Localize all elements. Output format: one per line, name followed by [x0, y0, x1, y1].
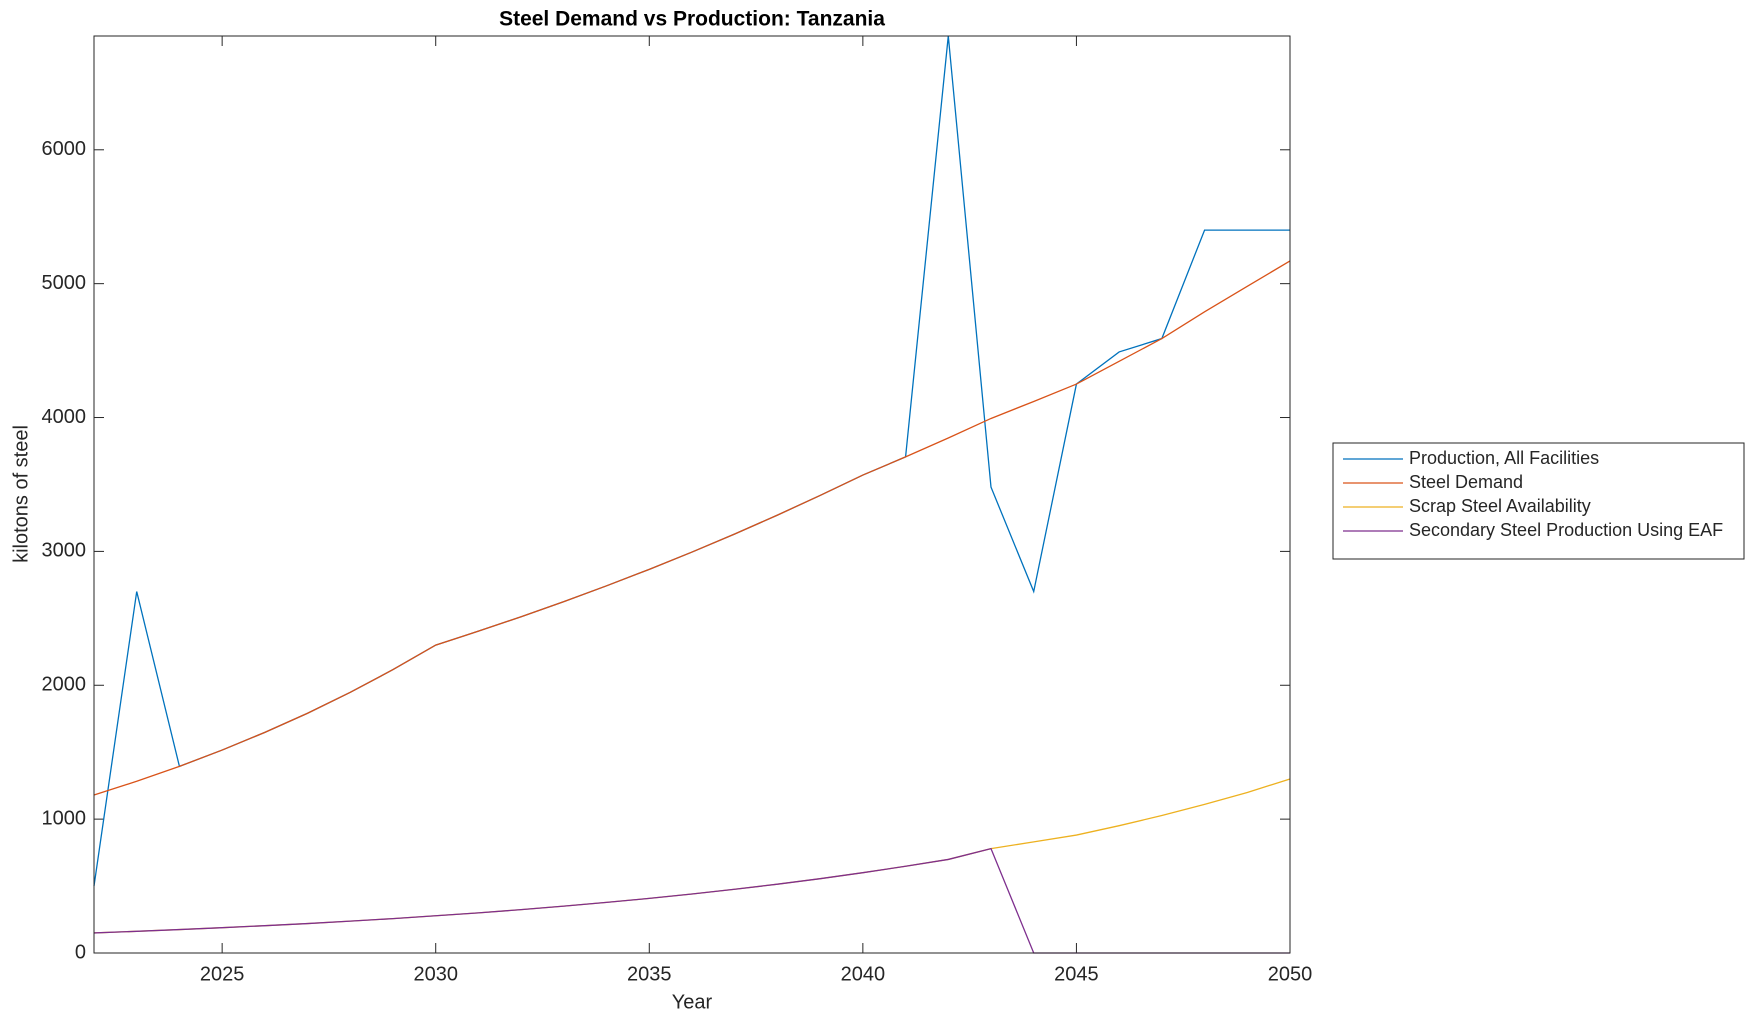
- x-tick-label: 2030: [413, 963, 458, 985]
- legend-label: Production, All Facilities: [1409, 448, 1599, 468]
- y-tick-label: 4000: [42, 406, 87, 428]
- y-tick-label: 2000: [42, 674, 87, 696]
- series-line: [93, 260, 1291, 796]
- y-tick-label: 0: [75, 941, 86, 963]
- legend-label: Scrap Steel Availability: [1409, 496, 1591, 516]
- legend-label: Steel Demand: [1409, 472, 1523, 492]
- x-axis-label: Year: [672, 991, 713, 1013]
- y-tick-label: 3000: [42, 540, 87, 562]
- x-tick-label: 2045: [1054, 963, 1099, 985]
- plot-frame: [93, 35, 1291, 954]
- y-axis-label: kilotons of steel: [10, 425, 32, 563]
- legend-label: Secondary Steel Production Using EAF: [1409, 520, 1723, 540]
- chart-title: Steel Demand vs Production: Tanzania: [499, 8, 885, 31]
- x-tick-label: 2040: [841, 963, 886, 985]
- x-tick-label: 2025: [200, 963, 245, 985]
- legend-box: [1332, 442, 1745, 560]
- y-tick-label: 6000: [42, 138, 87, 160]
- y-tick-label: 1000: [42, 807, 87, 829]
- y-tick-label: 5000: [42, 272, 87, 294]
- x-tick-label: 2050: [1268, 963, 1313, 985]
- x-tick-label: 2035: [627, 963, 672, 985]
